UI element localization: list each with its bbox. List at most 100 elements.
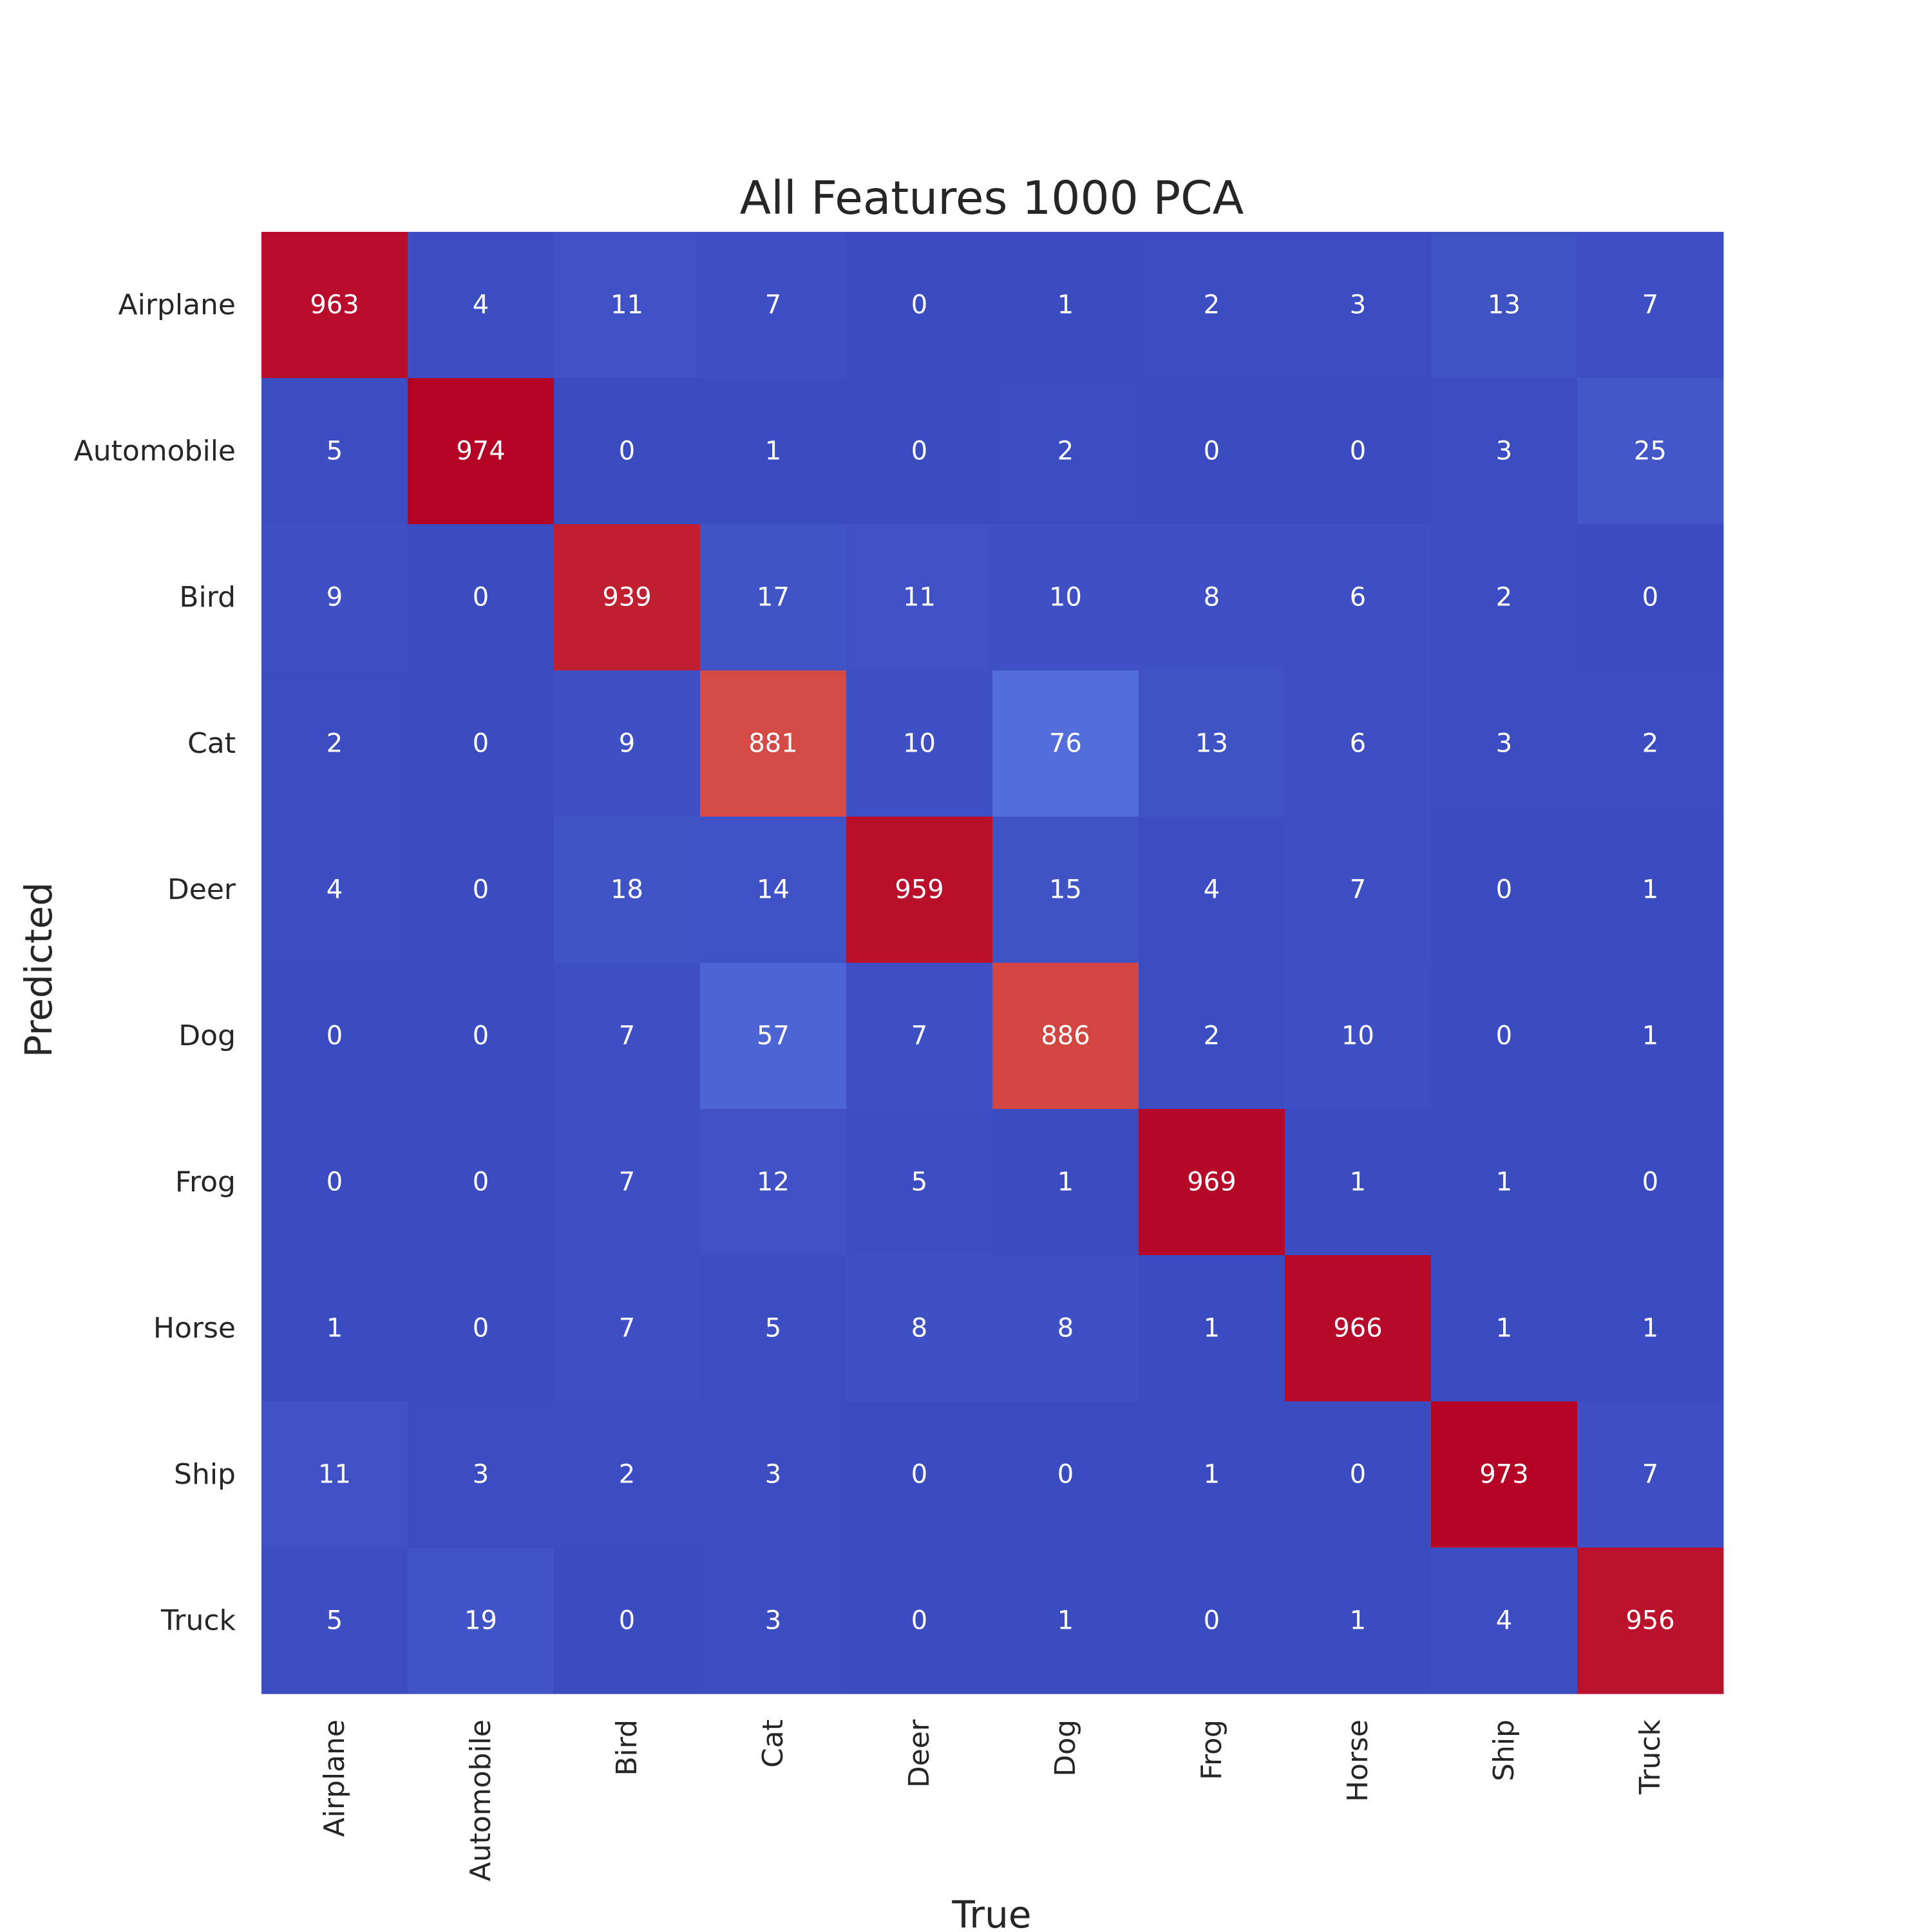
heatmap-cell — [1139, 1401, 1285, 1548]
cell-value-label: 963 — [310, 290, 359, 320]
heatmap-cell — [261, 524, 408, 671]
heatmap-cell — [1285, 1255, 1432, 1402]
heatmap-cell — [1285, 524, 1432, 671]
cell-value-label: 7 — [1642, 1460, 1658, 1490]
heatmap-cell — [992, 1548, 1139, 1694]
y-tick-label: Truck — [160, 1604, 236, 1637]
heatmap-cell — [554, 232, 701, 379]
cell-value-label: 1 — [1057, 290, 1074, 320]
cell-value-label: 1 — [1204, 1314, 1220, 1343]
cell-value-label: 4 — [1496, 1606, 1512, 1636]
cell-value-label: 5 — [327, 1606, 343, 1636]
cell-value-label: 11 — [903, 583, 936, 612]
heatmap-cell — [846, 1401, 993, 1548]
y-tick-label: Ship — [174, 1458, 236, 1491]
heatmap-cell — [1285, 1548, 1432, 1694]
cell-value-label: 7 — [1642, 290, 1658, 320]
cell-value-label: 10 — [1049, 583, 1082, 612]
heatmap-cell — [1431, 1255, 1578, 1402]
heatmap-cell — [261, 1401, 408, 1548]
x-tick-label: Ship — [1488, 1719, 1520, 1781]
y-tick-label: Airplane — [118, 289, 236, 321]
cell-value-label: 3 — [1350, 290, 1366, 320]
heatmap-cell — [1577, 1548, 1724, 1694]
heatmap-cell — [700, 1401, 847, 1548]
cell-value-label: 1 — [327, 1314, 343, 1343]
heatmap-cell — [846, 1255, 993, 1402]
heatmap-cell — [554, 670, 701, 817]
cell-value-label: 969 — [1187, 1168, 1236, 1197]
heatmap-cell — [1431, 524, 1578, 671]
heatmap-cell — [408, 1109, 554, 1256]
x-tick-label: Cat — [757, 1719, 790, 1768]
cell-value-label: 956 — [1625, 1606, 1674, 1636]
cell-value-label: 10 — [1341, 1021, 1374, 1051]
cell-value-label: 973 — [1479, 1460, 1528, 1490]
heatmap-cell — [1285, 817, 1432, 963]
heatmap-cell — [1577, 963, 1724, 1110]
cell-value-label: 0 — [473, 1021, 489, 1051]
cell-value-label: 0 — [473, 729, 489, 759]
cell-value-label: 17 — [757, 583, 790, 612]
cell-value-label: 1 — [1057, 1606, 1074, 1636]
cell-value-label: 7 — [619, 1021, 635, 1051]
cell-value-label: 19 — [464, 1606, 497, 1636]
heatmap-cell — [554, 1109, 701, 1256]
heatmap-cell — [261, 1255, 408, 1402]
heatmap-cell — [554, 378, 701, 525]
cell-value-label: 13 — [1488, 290, 1520, 320]
cell-value-label: 4 — [1204, 875, 1220, 905]
x-tick-label: Automobile — [464, 1719, 497, 1881]
cell-value-label: 76 — [1049, 729, 1082, 759]
cell-value-label: 0 — [911, 1606, 927, 1636]
cell-value-label: 886 — [1041, 1021, 1090, 1051]
cell-value-label: 8 — [1057, 1314, 1074, 1343]
cell-value-label: 2 — [1204, 1021, 1220, 1051]
y-tick-label: Frog — [175, 1166, 236, 1198]
heatmap-cell — [554, 963, 701, 1110]
heatmap-cell — [992, 524, 1139, 671]
heatmap-cell — [261, 670, 408, 817]
heatmap-cell — [1285, 378, 1432, 525]
heatmap-cell — [554, 1255, 701, 1402]
heatmap-cell — [1139, 1255, 1285, 1402]
heatmap-cell — [408, 1401, 554, 1548]
heatmap-cell — [1577, 378, 1724, 525]
heatmap-cell — [408, 670, 554, 817]
heatmap-cell — [846, 378, 993, 525]
cell-value-label: 5 — [765, 1314, 781, 1343]
heatmap-cell — [1577, 1109, 1724, 1256]
cell-value-label: 6 — [1350, 729, 1366, 759]
cell-value-label: 14 — [757, 875, 790, 905]
heatmap-cell — [554, 1401, 701, 1548]
y-tick-label: Cat — [187, 727, 236, 760]
heatmap-cell — [846, 1109, 993, 1256]
cell-value-label: 0 — [911, 1460, 927, 1490]
heatmap-cell — [1139, 1109, 1285, 1256]
cell-value-label: 0 — [1642, 583, 1658, 612]
cell-value-label: 0 — [327, 1021, 343, 1051]
x-axis-tick-labels: Airplane Automobile Bird Cat Deer Dog Frog Hors… — [318, 1719, 1667, 1881]
heatmap-cell — [261, 817, 408, 963]
heatmap-cell — [846, 963, 993, 1110]
x-axis-label: True — [951, 1893, 1031, 1932]
heatmap-cell — [992, 1255, 1139, 1402]
cell-value-label: 10 — [903, 729, 936, 759]
heatmap-cell-labels: 963 4 11 7 0 1 2 3 13 75 974 0 1 0 2 0 0 3 259 0 939 17 11 10 8 6… — [310, 290, 1674, 1636]
cell-value-label: 8 — [1204, 583, 1220, 612]
cell-value-label: 1 — [1496, 1314, 1512, 1343]
heatmap-cell — [1577, 670, 1724, 817]
cell-value-label: 11 — [611, 290, 643, 320]
cell-value-label: 966 — [1333, 1314, 1382, 1343]
heatmap-cell — [554, 817, 701, 963]
heatmap-cell — [1577, 1255, 1724, 1402]
cell-value-label: 1 — [1057, 1168, 1074, 1197]
heatmap-cell — [1431, 1109, 1578, 1256]
cell-value-label: 15 — [1049, 875, 1082, 905]
y-tick-label: Horse — [153, 1312, 236, 1345]
cell-value-label: 0 — [1642, 1168, 1658, 1197]
heatmap-cell — [554, 524, 701, 671]
cell-value-label: 1 — [1350, 1168, 1366, 1197]
heatmap-cell — [261, 232, 408, 379]
